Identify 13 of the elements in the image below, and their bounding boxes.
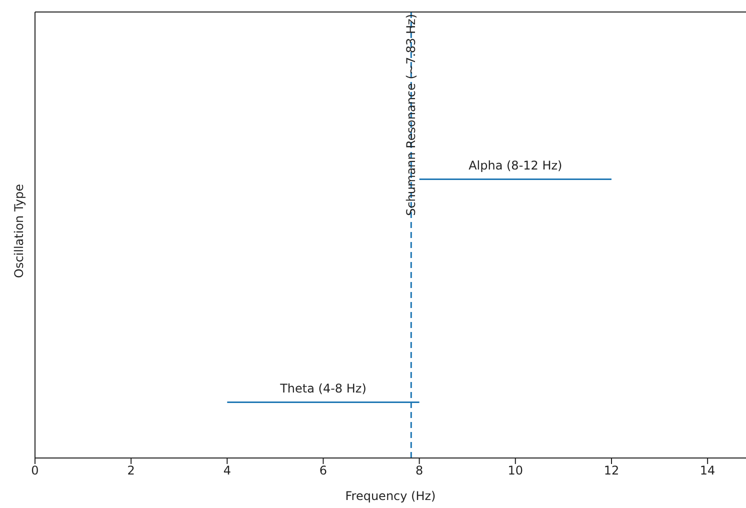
x-tick-label: 6 <box>319 464 328 478</box>
x-tick-label: 0 <box>31 464 39 478</box>
x-tick-label: 10 <box>508 464 524 478</box>
ref-line-label: Schumann Resonance (~7.83 Hz) <box>404 14 418 216</box>
y-axis-title: Oscillation Type <box>12 184 26 278</box>
annotation: Theta (4-8 Hz) <box>279 381 366 396</box>
x-tick-label: 4 <box>223 464 231 478</box>
x-tick-label: 12 <box>604 464 620 478</box>
x-tick-label: 2 <box>127 464 135 478</box>
x-tick-label: 14 <box>700 464 716 478</box>
x-tick-label: 8 <box>416 464 424 478</box>
annotation: Alpha (8-12 Hz) <box>468 158 562 172</box>
x-axis-title: Frequency (Hz) <box>345 489 436 503</box>
